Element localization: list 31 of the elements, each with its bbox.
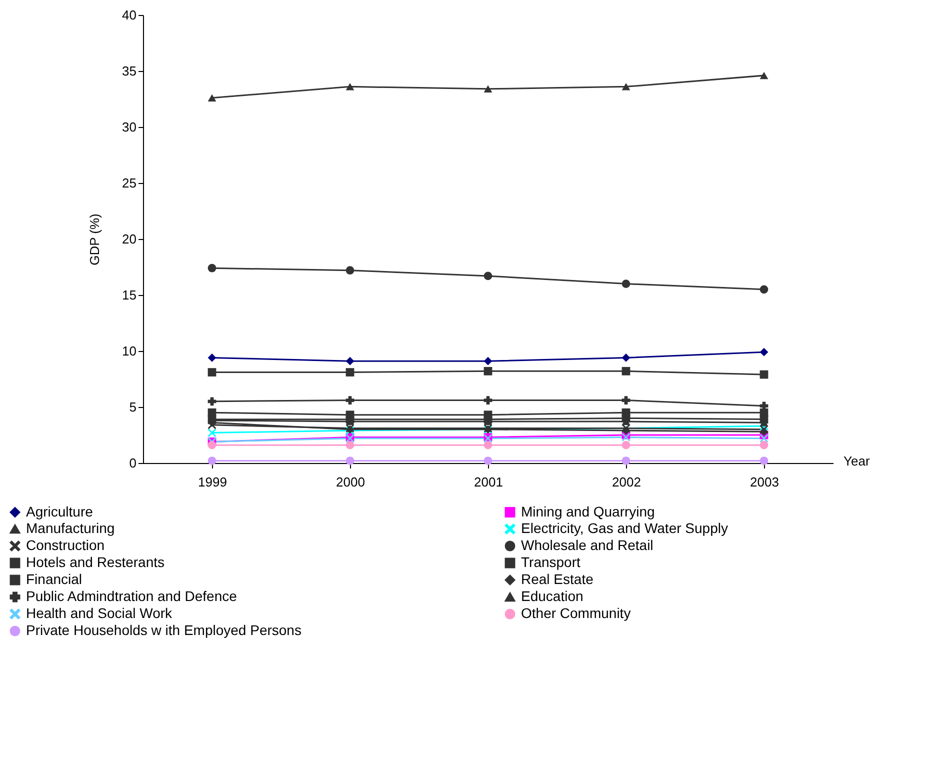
legend-label: Construction bbox=[26, 537, 105, 553]
y-tick-label: 40 bbox=[122, 8, 136, 22]
y-tick-label: 35 bbox=[122, 64, 136, 78]
x-tick-label: 2002 bbox=[612, 474, 641, 490]
y-axis-title: GDP (%) bbox=[87, 214, 102, 266]
legend-label: Financial bbox=[26, 571, 82, 587]
y-tick-label: 30 bbox=[122, 120, 136, 134]
x-tick-label: 2000 bbox=[336, 474, 365, 490]
y-tick-label: 5 bbox=[129, 400, 136, 414]
legend-label: Real Estate bbox=[521, 571, 594, 587]
legend-label: Hotels and Resterants bbox=[26, 554, 165, 570]
legend-label: Transport bbox=[521, 554, 580, 570]
legend-label: Mining and Quarrying bbox=[521, 503, 655, 520]
legend-label: Public Admindtration and Defence bbox=[26, 588, 238, 604]
legend-label: Manufacturing bbox=[26, 520, 115, 536]
legend-label: Education bbox=[521, 588, 584, 604]
y-tick-label: 0 bbox=[129, 456, 136, 470]
legend-label: Health and Social Work bbox=[26, 605, 174, 621]
legend-label: Private Households w ith Employed Persons bbox=[26, 622, 302, 638]
legend-label: Agriculture bbox=[26, 503, 94, 520]
y-tick-label: 15 bbox=[122, 288, 136, 302]
legend-label: Other Community bbox=[521, 605, 631, 621]
x-axis-title: Year bbox=[844, 454, 870, 468]
y-tick-label: 25 bbox=[122, 176, 136, 190]
legend-label: Electricity, Gas and Water Supply bbox=[521, 520, 728, 536]
x-tick-label: 1999 bbox=[198, 474, 227, 490]
legend-label: Wholesale and Retail bbox=[521, 537, 654, 553]
y-tick-label: 10 bbox=[122, 344, 136, 358]
x-tick-label: 2001 bbox=[474, 474, 503, 490]
x-tick-label: 2003 bbox=[750, 474, 779, 490]
y-tick-label: 20 bbox=[122, 232, 136, 246]
